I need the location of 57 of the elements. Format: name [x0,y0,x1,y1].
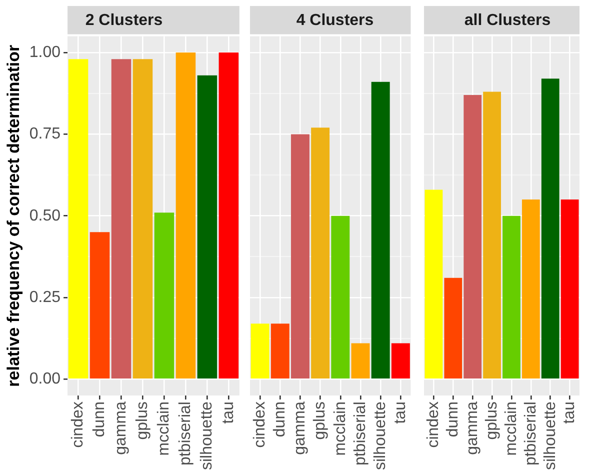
bar [132,59,153,379]
x-tick-label: cindex [251,402,268,448]
chart-title: all Clusters [464,12,551,30]
x-tick-label: gamma [464,401,482,455]
bar [424,190,443,379]
x-tick-label: silhouette [542,401,559,470]
bar [541,78,560,379]
bar [391,343,410,379]
x-tick-label: dunn [444,402,462,438]
bar [560,200,579,379]
bar [250,324,270,379]
x-tick-label: gplus [134,402,152,440]
x-tick-label: dunn [272,402,289,438]
x-tick-label: mcclain [332,402,349,456]
bar [218,52,239,379]
bar [351,343,370,379]
bar [502,216,520,379]
chart-title: 2 Clusters [85,12,163,30]
bar [290,134,310,379]
x-tick-label: mcclain [156,402,173,456]
x-tick-label: gplus [483,402,500,440]
x-tick-label: ptbiserial [177,402,194,466]
bar [331,216,350,379]
x-tick-label: tau [392,402,410,424]
y-tick-label: 0.50 [29,207,61,224]
x-tick-label: ptbiserial [352,402,369,466]
bar [270,324,290,379]
bar [444,278,462,379]
chart-title: 4 Clusters [296,12,374,30]
y-tick-label: 0.25 [29,288,61,306]
bar [371,82,390,379]
bar [197,75,218,379]
x-tick-label: tau [561,402,578,424]
x-tick-label: ptbiserial [522,402,540,466]
x-tick-label: gamma [112,401,130,455]
y-tick-label: 1.00 [29,44,61,61]
bar [68,59,88,379]
x-tick-label: dunn [91,402,108,438]
bar [464,94,482,379]
bar [111,59,132,379]
bar [483,92,501,379]
y-tick-label: 0.00 [29,370,61,388]
x-tick-label: silhouette [198,401,216,470]
bar [176,52,196,379]
x-tick-label: cindex [425,402,442,448]
x-tick-label: cindex [70,402,87,448]
x-tick-label: mcclain [502,402,520,456]
bar [311,128,330,379]
y-axis-title: relative frequency of correct determinatior [4,44,23,387]
x-tick-label: gamma [292,401,309,455]
x-tick-label: gplus [312,402,329,440]
bar [90,232,110,379]
bar [522,200,540,379]
x-tick-label: silhouette [372,401,389,470]
bar [154,212,174,379]
y-tick-label: 0.75 [29,126,61,143]
x-tick-label: tau [220,402,238,424]
